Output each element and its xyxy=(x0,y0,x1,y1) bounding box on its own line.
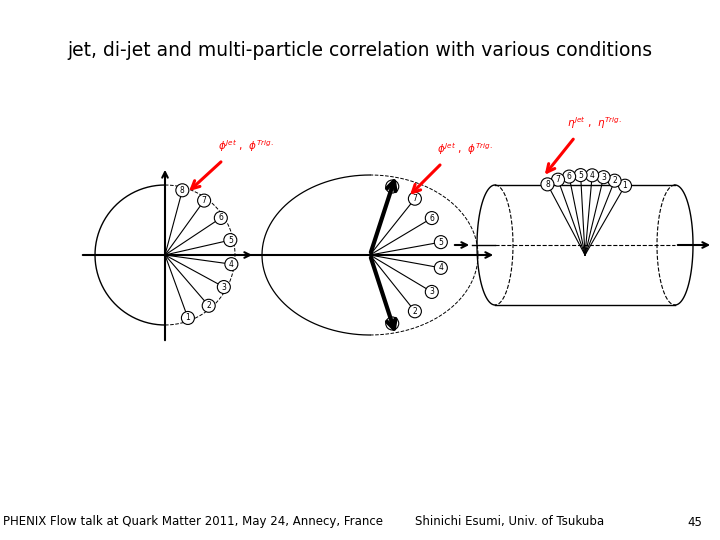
Circle shape xyxy=(552,173,564,186)
Circle shape xyxy=(562,170,576,183)
Circle shape xyxy=(202,299,215,312)
Circle shape xyxy=(426,212,438,225)
Text: 4: 4 xyxy=(438,264,444,272)
Text: $\phi^{Jet}$ ,  $\phi^{Trig.}$: $\phi^{Jet}$ , $\phi^{Trig.}$ xyxy=(218,138,274,154)
Circle shape xyxy=(217,281,230,294)
Circle shape xyxy=(585,169,598,182)
Text: Shinichi Esumi, Univ. of Tsukuba: Shinichi Esumi, Univ. of Tsukuba xyxy=(415,516,605,529)
Circle shape xyxy=(597,171,610,184)
Text: 1: 1 xyxy=(186,313,190,322)
Circle shape xyxy=(224,234,237,247)
Text: 6: 6 xyxy=(567,172,572,181)
Text: 5: 5 xyxy=(228,235,233,245)
Circle shape xyxy=(608,174,621,187)
Circle shape xyxy=(434,261,447,274)
Text: 2: 2 xyxy=(207,301,211,310)
Text: jet, di-jet and multi-particle correlation with various conditions: jet, di-jet and multi-particle correlati… xyxy=(68,40,652,59)
Text: 7: 7 xyxy=(202,196,207,205)
Text: 8: 8 xyxy=(545,180,550,189)
Text: 6: 6 xyxy=(429,214,434,222)
Circle shape xyxy=(386,180,399,193)
Circle shape xyxy=(176,184,189,197)
Circle shape xyxy=(408,192,421,205)
Text: 2: 2 xyxy=(413,307,418,316)
Circle shape xyxy=(408,305,421,318)
Text: 8: 8 xyxy=(180,186,185,195)
Text: 2: 2 xyxy=(612,176,617,185)
Text: 8: 8 xyxy=(390,182,395,191)
Text: 5: 5 xyxy=(438,238,444,247)
Circle shape xyxy=(574,168,587,181)
Text: 1: 1 xyxy=(390,319,395,328)
Text: 4: 4 xyxy=(590,171,595,180)
Circle shape xyxy=(618,179,631,192)
Text: 45: 45 xyxy=(688,516,703,529)
Circle shape xyxy=(215,212,228,225)
Circle shape xyxy=(541,178,554,191)
Circle shape xyxy=(197,194,211,207)
Text: 1: 1 xyxy=(623,181,627,190)
Circle shape xyxy=(386,317,399,330)
Circle shape xyxy=(225,258,238,271)
Text: 3: 3 xyxy=(601,173,606,181)
Circle shape xyxy=(426,286,438,299)
Text: 6: 6 xyxy=(218,213,223,222)
Text: $\phi^{Jet}$ ,  $\phi^{Trig.}$: $\phi^{Jet}$ , $\phi^{Trig.}$ xyxy=(437,141,492,157)
Text: 7: 7 xyxy=(413,194,418,203)
Text: $\eta^{Jet}$ ,  $\eta^{Trig.}$: $\eta^{Jet}$ , $\eta^{Trig.}$ xyxy=(567,115,621,131)
Text: 3: 3 xyxy=(222,282,226,292)
Text: 4: 4 xyxy=(229,260,234,269)
Circle shape xyxy=(181,312,194,325)
Text: 3: 3 xyxy=(429,287,434,296)
Text: PHENIX Flow talk at Quark Matter 2011, May 24, Annecy, France: PHENIX Flow talk at Quark Matter 2011, M… xyxy=(3,516,383,529)
Circle shape xyxy=(434,235,447,248)
Text: 7: 7 xyxy=(556,175,560,184)
Text: 5: 5 xyxy=(578,171,583,180)
